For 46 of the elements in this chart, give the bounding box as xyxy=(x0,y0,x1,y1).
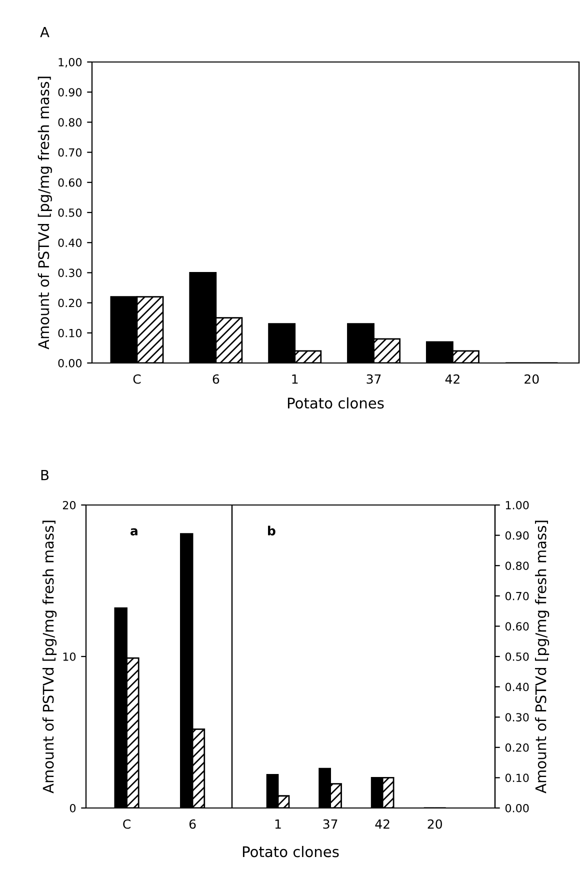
y2-axis-title: Amount of PSTVd [pg/mg fresh mass] xyxy=(535,520,550,794)
y2-tick-label: 0.60 xyxy=(505,622,529,631)
y2-tick-label: 0.10 xyxy=(505,774,529,782)
x-tick-label: 6 xyxy=(189,819,196,829)
x-tick-label: C xyxy=(123,819,130,829)
y2-tick-label: 0.20 xyxy=(505,743,529,752)
y2-tick-label: 0.40 xyxy=(505,682,529,692)
x-tick-label: C xyxy=(133,374,141,384)
x-tick-label: 1 xyxy=(292,374,298,384)
y2-tick-label: 0.90 xyxy=(505,531,529,540)
y-tick-label: 0.70 xyxy=(58,148,82,157)
chart-title: A xyxy=(40,26,50,38)
annotation: a xyxy=(130,528,138,536)
y2-tick-label: 0.50 xyxy=(505,652,529,661)
x-axis-title: Potato clones xyxy=(288,397,384,409)
y-tick-label: 0.40 xyxy=(58,238,82,247)
x-tick-label: 1 xyxy=(275,819,281,829)
y-tick-label: 0.00 xyxy=(58,358,82,368)
y-tick-label: 1,00 xyxy=(58,58,82,68)
x-tick-label: 37 xyxy=(323,819,338,829)
y-tick-label: 0.60 xyxy=(58,178,82,187)
y2-tick-label: 0.80 xyxy=(505,562,529,570)
y-tick-label: 0.90 xyxy=(58,88,82,96)
y-tick-label: 0 xyxy=(70,804,76,812)
x-tick-label: 20 xyxy=(524,374,539,384)
annotation: b xyxy=(268,526,276,536)
y-tick-label: 0.30 xyxy=(58,268,82,278)
y-tick-label: 10 xyxy=(63,652,76,661)
y2-tick-label: 0.70 xyxy=(505,592,529,600)
y-axis-title: Amount of PSTVd [pg/mg fresh mass] xyxy=(38,76,52,350)
y-tick-label: 20 xyxy=(62,500,76,510)
x-tick-label: 6 xyxy=(212,374,220,384)
chart-title: B xyxy=(41,470,49,480)
y-axis-title: Amount of PSTVd [pg/mg fresh mass] xyxy=(42,520,57,794)
y2-tick-label: 1.00 xyxy=(506,500,529,510)
x-tick-label: 42 xyxy=(375,819,390,829)
x-tick-label: 37 xyxy=(366,374,381,384)
x-tick-label: 20 xyxy=(428,819,442,829)
y-tick-label: 0.10 xyxy=(58,328,82,338)
x-tick-label: 42 xyxy=(445,374,460,384)
y-tick-label: 0.80 xyxy=(58,118,82,127)
x-axis-title: Potato clones xyxy=(242,846,339,858)
y2-tick-label: 0.00 xyxy=(505,804,529,812)
y-tick-label: 0.20 xyxy=(58,298,82,308)
y-tick-label: 0.50 xyxy=(58,208,82,217)
y2-tick-label: 0.30 xyxy=(505,713,529,722)
